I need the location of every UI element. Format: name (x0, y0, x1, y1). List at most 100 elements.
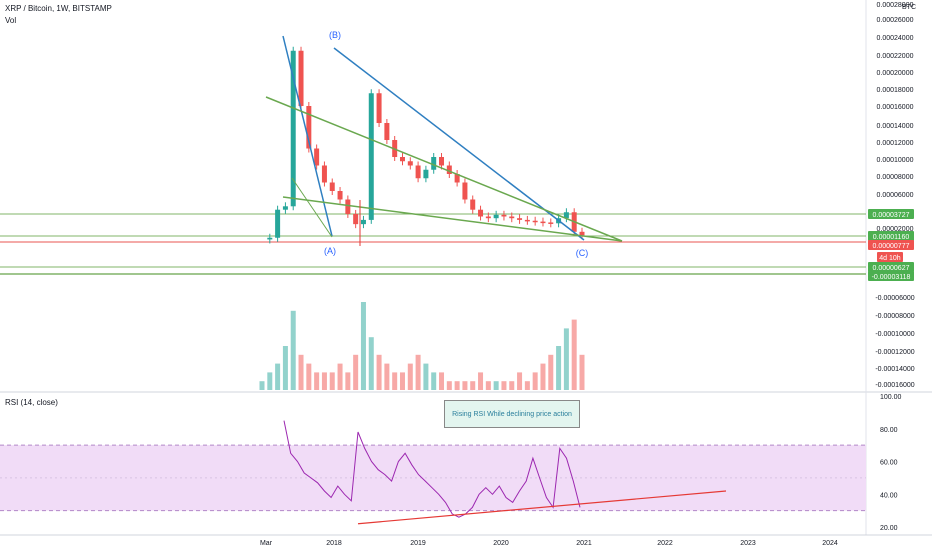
candle-body (501, 214, 507, 217)
volume-bar (399, 372, 405, 390)
price-badge-label: 0.00000627 (873, 265, 910, 272)
volume-tick-label: -0.00014000 (875, 366, 914, 373)
candle-body (579, 231, 585, 236)
price-badge-label: 4d 10h (879, 255, 901, 262)
volume-bar (329, 372, 335, 390)
vol-label: Vol (5, 16, 17, 25)
volume-bar (524, 381, 530, 390)
candle-body (407, 161, 413, 166)
candle-body (384, 123, 390, 140)
candle-body (532, 220, 538, 223)
candle-body (493, 214, 499, 219)
price-tick-label: 0.00012000 (877, 140, 914, 147)
volume-bar (478, 372, 484, 390)
volume-bar (540, 363, 546, 390)
volume-bar (493, 381, 499, 390)
trendline-green-a (291, 177, 333, 238)
time-tick-label: Mar (260, 540, 273, 547)
candle-body (298, 50, 304, 106)
volume-bar (501, 381, 507, 390)
trendline-blue-a (282, 35, 333, 237)
price-badge (868, 231, 914, 241)
candle-body (329, 182, 335, 191)
wave-label-a: (A) (324, 246, 336, 256)
rsi-annotation-box: Rising RSI While declining price action (444, 400, 580, 428)
volume-bar (306, 363, 312, 390)
candle-body (439, 157, 445, 166)
rsi-tick-label: 20.00 (880, 525, 898, 532)
volume-bar (259, 381, 265, 390)
candle-body (470, 199, 476, 210)
rsi-tick-label: 60.00 (880, 460, 898, 467)
volume-bar (275, 363, 281, 390)
volume-tick-label: -0.00012000 (875, 349, 914, 356)
price-tick-label: 0.00022000 (877, 53, 914, 60)
candle-body (321, 165, 327, 183)
volume-bar (563, 328, 569, 390)
trendline-green-upper (265, 96, 623, 242)
price-tick-label: 0.00006000 (877, 192, 914, 199)
candle-body (275, 209, 281, 238)
volume-bar (470, 381, 476, 390)
candle-body (337, 191, 343, 200)
volume-tick-label: -0.00016000 (875, 382, 914, 389)
volume-bar (298, 354, 304, 390)
price-tick-label: 0.00028000 (877, 2, 914, 9)
volume-bar (509, 381, 515, 390)
volume-bar (392, 372, 398, 390)
candle-body (423, 169, 429, 179)
volume-bar (485, 381, 491, 390)
volume-bar (423, 363, 429, 390)
price-tick-label: 0.00016000 (877, 104, 914, 111)
time-tick-label: 2018 (326, 540, 342, 547)
volume-bar (314, 372, 320, 390)
time-tick-label: 2023 (740, 540, 756, 547)
price-tick-label: 0.00002000 (877, 226, 914, 233)
volume-bar (353, 354, 359, 390)
trendline-green-lower (282, 196, 623, 242)
candle-body (360, 219, 366, 225)
volume-bar (439, 372, 445, 390)
candle-body (290, 50, 296, 207)
price-tick-label: 0.00024000 (877, 35, 914, 42)
price-badge-label: 0.00001160 (873, 234, 910, 241)
price-badge (868, 240, 914, 250)
price-badge (868, 271, 914, 281)
volume-bar (462, 381, 468, 390)
time-tick-label: 2020 (493, 540, 509, 547)
volume-bar (321, 372, 327, 390)
candle-body (446, 165, 452, 174)
time-tick-label: 2022 (657, 540, 673, 547)
volume-bar (384, 363, 390, 390)
volume-bar (517, 372, 523, 390)
rsi-label: RSI (14, close) (5, 398, 58, 407)
price-badge-label: 0.00000777 (873, 243, 910, 250)
volume-bar (360, 302, 366, 390)
volume-bar (345, 372, 351, 390)
price-badge (877, 252, 903, 262)
price-badge-label: -0.00003118 (872, 274, 911, 281)
volume-bar (431, 372, 437, 390)
volume-bar (446, 381, 452, 390)
wave-label-c: (C) (576, 248, 589, 258)
volume-bar (282, 346, 288, 390)
candle-body (353, 213, 359, 225)
time-tick-label: 2019 (410, 540, 426, 547)
candle-body (485, 216, 491, 219)
candle-body (267, 237, 273, 240)
price-tick-label: 0.00020000 (877, 70, 914, 77)
price-tick-label: 0.00008000 (877, 174, 914, 181)
candle-body (563, 212, 569, 219)
volume-bar (376, 354, 382, 390)
volume-bar (532, 372, 538, 390)
wave-label-b: (B) (329, 30, 341, 40)
rsi-line (283, 420, 581, 518)
volume-bar (579, 354, 585, 390)
candle-body (345, 199, 351, 214)
price-tick-label: 0.00026000 (877, 17, 914, 24)
candle-body (478, 209, 484, 217)
price-badge-label: 0.00003727 (873, 212, 910, 219)
symbol-title: XRP / Bitcoin, 1W, BITSTAMP (5, 4, 112, 13)
candle-body (399, 157, 405, 162)
